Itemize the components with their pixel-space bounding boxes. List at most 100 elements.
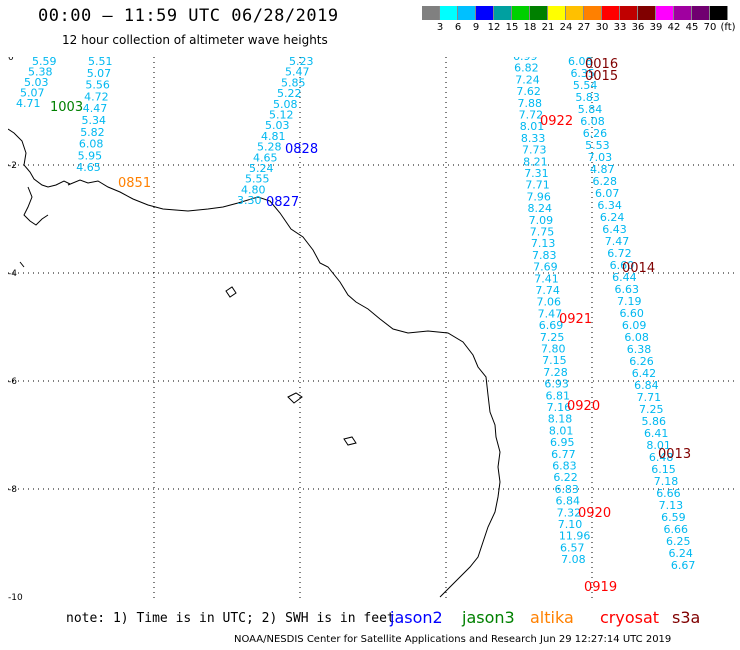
wave-height-value: 5.56 [85,79,110,92]
legend-item-s3a: s3a [672,608,701,627]
color-scale-labels: 3 6 9 12 15 18 21 24 27 30 33 36 39 42 45 70 (ft) [422,22,740,34]
wave-height-value: 6.08 [568,57,593,68]
wave-height-value: 5.51 [88,57,113,68]
footer-note: note: 1) Time is in UTC; 2) SWH is in fe… [66,611,395,626]
pass-time-label: 0014 [622,261,655,276]
color-swatch [476,6,494,20]
wave-height-value: 6.93 [544,378,569,391]
wave-height-value: 7.15 [542,354,567,367]
wave-height-value: 6.15 [651,463,676,476]
wave-height-value: 8.24 [528,202,553,215]
color-scale-label: 24 [559,22,573,33]
wave-height-value: 7.08 [561,553,586,566]
wave-height-value: 6.35 [570,67,595,80]
wave-height-value: 6.57 [560,541,585,554]
island-3 [343,436,357,446]
color-swatch [566,6,584,20]
color-scale-label: 45 [685,22,699,33]
wave-height-value: 8.01 [549,424,574,437]
wave-height-value: 4.65 [76,161,101,174]
pass-time-label: 0920 [567,399,600,414]
pass-time-label: 0919 [584,580,617,595]
wave-height-value: 4.87 [590,163,615,176]
wave-height-value: 5.34 [82,114,107,127]
color-scale-label: 70 [703,22,717,33]
wave-height-value: 6.22 [553,471,578,484]
pass-time-label: 0851 [118,176,151,191]
wave-height-value: 7.28 [543,366,568,379]
wave-height-value: 5.22 [277,87,302,100]
wave-height-value: 7.06 [537,296,562,309]
wave-height-value: 7.31 [524,167,549,180]
pass-time-label: 0920 [578,506,611,521]
wave-height-value: 7.13 [659,499,684,512]
pass-time-label: 0013 [658,447,691,462]
wave-height-value: 6.84 [556,495,581,508]
wave-height-value: 6.60 [619,307,644,320]
wave-height-value: 7.47 [538,307,563,320]
pass-time-label: 0922 [540,114,573,129]
y-tick-label: -6 [8,377,17,387]
color-scale-label: 42 [667,22,681,33]
wave-height-value: 5.54 [573,79,598,92]
color-scale-label: 21 [541,22,555,33]
color-scale-label: 36 [631,22,645,33]
color-scale-label: 3 [436,22,444,33]
wave-height-value: 6.26 [583,127,608,140]
wave-height-tracks: 5.595.385.035.074.715.515.075.564.724.47… [16,57,695,572]
wave-height-value: 6.95 [550,436,575,449]
wave-height-value: 5.95 [78,149,103,162]
y-tick-label: -4 [8,269,17,279]
page-subtitle: 12 hour collection of altimeter wave hei… [62,33,328,47]
wave-height-value: 5.82 [80,126,105,139]
wave-height-value: 8.21 [523,155,548,168]
wave-height-value: 4.65 [253,151,278,164]
wave-height-value: 7.75 [530,226,555,239]
wave-height-value: 6.44 [612,271,637,284]
wave-height-value: 7.74 [535,284,560,297]
wave-height-value: 6.59 [661,511,686,524]
color-scale-label: 9 [472,22,480,33]
wave-height-value: 7.73 [522,144,547,157]
color-scale-bar [422,6,728,20]
color-scale-label: 30 [595,22,609,33]
color-scale-label: 15 [505,22,519,33]
island-2 [287,392,303,404]
wave-height-value: 6.43 [602,223,627,236]
color-scale-label: 18 [523,22,537,33]
color-scale-label: 12 [487,22,501,33]
wave-height-value: 6.26 [629,355,654,368]
legend-item-altika: altika [530,608,574,627]
wave-height-value: 3.30 [237,194,262,207]
color-scale-label: 27 [577,22,591,33]
wave-height-value: 5.07 [20,87,45,100]
wave-height-value: 5.55 [245,173,270,186]
wave-height-value: 5.28 [257,141,282,154]
y-tick-label: 0 [8,57,14,63]
wave-height-value: 6.08 [624,331,649,344]
color-swatch [656,6,674,20]
wave-height-value: 6.38 [627,343,652,356]
wave-height-value: 7.80 [541,343,566,356]
wave-height-value: 5.83 [575,91,600,104]
color-swatch [512,6,530,20]
wave-height-value: 4.72 [84,90,109,103]
y-tick-label: -10 [8,593,23,601]
wave-height-value: 7.19 [617,295,642,308]
wave-height-value: 7.41 [534,272,559,285]
wave-height-value: 5.03 [265,119,290,132]
wave-height-value: 4.81 [261,130,286,143]
color-swatch [674,6,692,20]
legend-item-jason3: jason3 [462,608,515,627]
wave-height-value: 6.72 [607,247,632,260]
wave-height-value: 7.47 [605,235,630,248]
wave-height-value: 7.71 [637,391,662,404]
pass-time-label: 0827 [266,195,299,210]
wave-height-value: 6.28 [593,175,618,188]
wave-height-value: 5.47 [285,66,310,79]
color-swatch [710,6,728,20]
wave-height-value: 7.32 [557,506,582,519]
wave-height-value: 6.83 [554,483,579,496]
